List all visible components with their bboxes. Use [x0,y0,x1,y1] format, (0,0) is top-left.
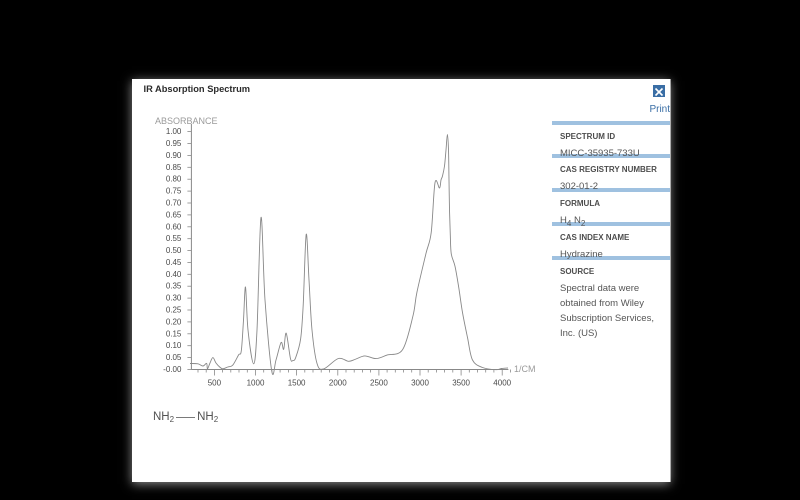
svg-text:1000: 1000 [247,379,265,388]
svg-text:0.80: 0.80 [166,175,182,184]
svg-text:0.30: 0.30 [166,294,182,303]
svg-text:0.50: 0.50 [166,246,182,255]
svg-text:1/CM: 1/CM [514,364,536,374]
svg-text:0.05: 0.05 [166,353,182,362]
svg-text:500: 500 [208,379,222,388]
svg-text:0.55: 0.55 [166,234,182,243]
svg-text:1.00: 1.00 [166,127,182,136]
svg-text:0.10: 0.10 [166,341,182,350]
svg-text:-0.00: -0.00 [163,365,182,374]
svg-text:0.35: 0.35 [166,282,182,291]
svg-text:2500: 2500 [370,379,388,388]
svg-text:0.70: 0.70 [166,199,182,208]
svg-text:0.40: 0.40 [166,270,182,279]
svg-text:0.25: 0.25 [166,306,182,315]
svg-text:0.15: 0.15 [166,329,182,338]
svg-text:ABSORBANCE: ABSORBANCE [155,116,218,126]
svg-text:0.85: 0.85 [166,163,182,172]
svg-text:0.45: 0.45 [166,258,182,267]
svg-text:0.90: 0.90 [166,151,182,160]
svg-text:0.65: 0.65 [166,210,182,219]
svg-text:3500: 3500 [452,379,470,388]
svg-text:0.95: 0.95 [166,139,182,148]
svg-text:0.20: 0.20 [166,317,182,326]
svg-text:2000: 2000 [329,379,347,388]
svg-text:0.75: 0.75 [166,187,182,196]
svg-text:0.60: 0.60 [166,222,182,231]
svg-text:3000: 3000 [411,379,429,388]
svg-text:4000: 4000 [493,379,511,388]
svg-text:1500: 1500 [288,379,306,388]
